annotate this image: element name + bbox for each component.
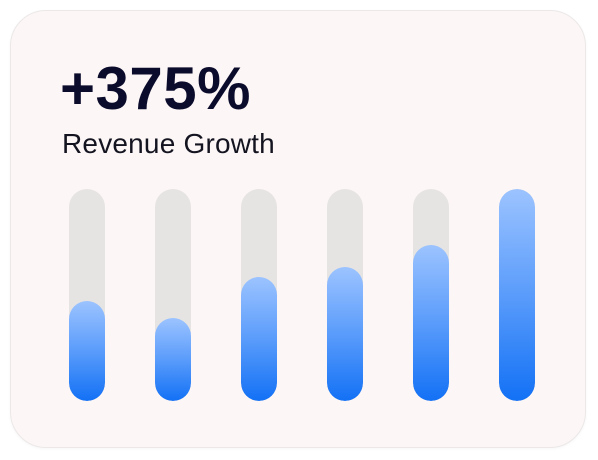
growth-bar-chart (69, 189, 535, 401)
bar-track-4 (327, 189, 363, 401)
growth-metric: +375% (60, 55, 251, 122)
bar-track-2 (155, 189, 191, 401)
bar-fill-3 (241, 277, 277, 401)
bar-fill-5 (413, 245, 449, 401)
revenue-growth-card: +375% Revenue Growth (10, 10, 586, 448)
bar-fill-6 (499, 189, 535, 401)
bar-fill-2 (155, 318, 191, 401)
bar-track-5 (413, 189, 449, 401)
bar-track-1 (69, 189, 105, 401)
bar-track-3 (241, 189, 277, 401)
bar-fill-4 (327, 267, 363, 401)
bar-fill-1 (69, 301, 105, 401)
bar-track-6 (499, 189, 535, 401)
metric-label: Revenue Growth (62, 128, 275, 159)
